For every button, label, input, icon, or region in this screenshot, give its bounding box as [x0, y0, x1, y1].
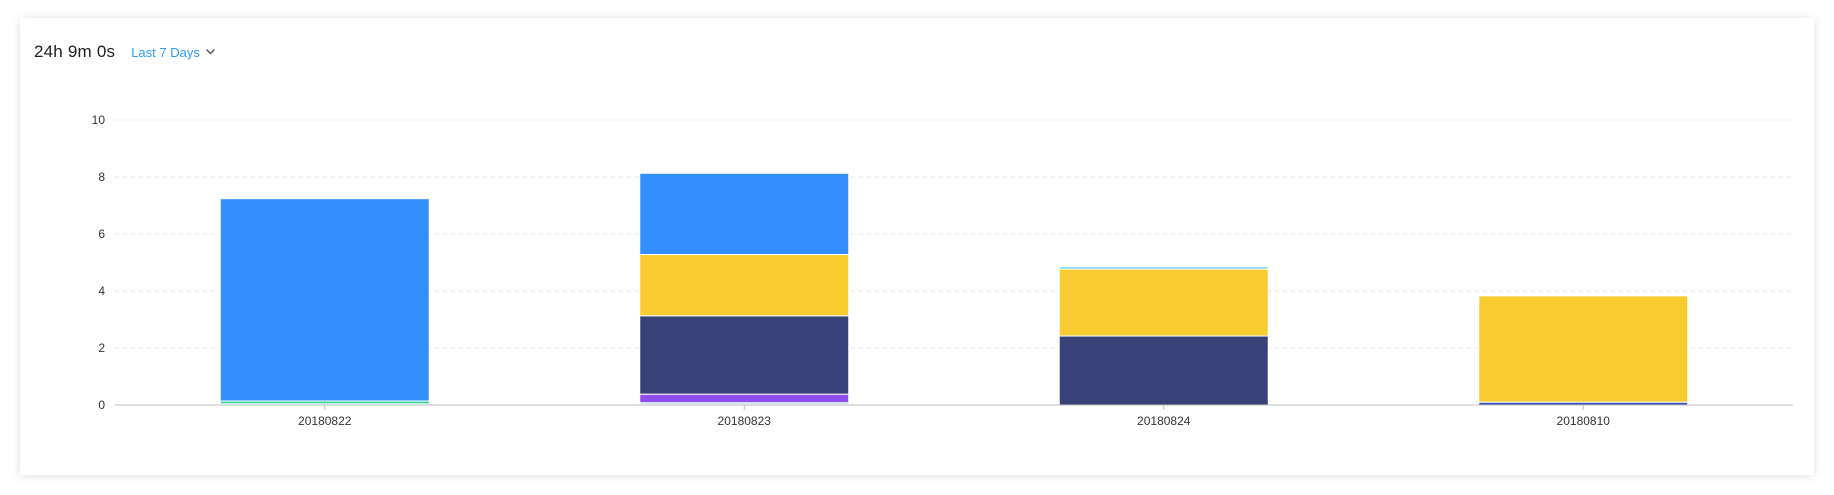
y-tick-label: 4 [98, 284, 105, 298]
bar-segment [639, 254, 850, 317]
card-header: 24h 9m 0s Last 7 Days [34, 42, 215, 62]
date-range-dropdown[interactable]: Last 7 Days [131, 45, 215, 60]
total-duration: 24h 9m 0s [34, 42, 116, 61]
bar-segment [219, 198, 430, 402]
x-tick-label: 20180824 [1137, 414, 1191, 428]
x-tick-label: 20180822 [298, 414, 352, 428]
chevron-down-icon [206, 49, 215, 55]
x-tick-label: 20180810 [1557, 414, 1611, 428]
y-tick-label: 0 [98, 398, 105, 412]
x-tick-label: 20180823 [718, 414, 772, 428]
bar-segment [1058, 266, 1269, 270]
bar-segment [1058, 268, 1269, 337]
y-tick-label: 8 [98, 170, 105, 184]
y-tick-label: 10 [92, 113, 106, 127]
bar-segment [1058, 335, 1269, 406]
bar-segment [639, 172, 850, 256]
bar-segment [639, 393, 850, 404]
y-tick-label: 6 [98, 227, 105, 241]
y-tick-label: 2 [98, 341, 105, 355]
bar-segment [1478, 295, 1689, 403]
date-range-label: Last 7 Days [131, 44, 200, 60]
bar-segment [639, 315, 850, 395]
